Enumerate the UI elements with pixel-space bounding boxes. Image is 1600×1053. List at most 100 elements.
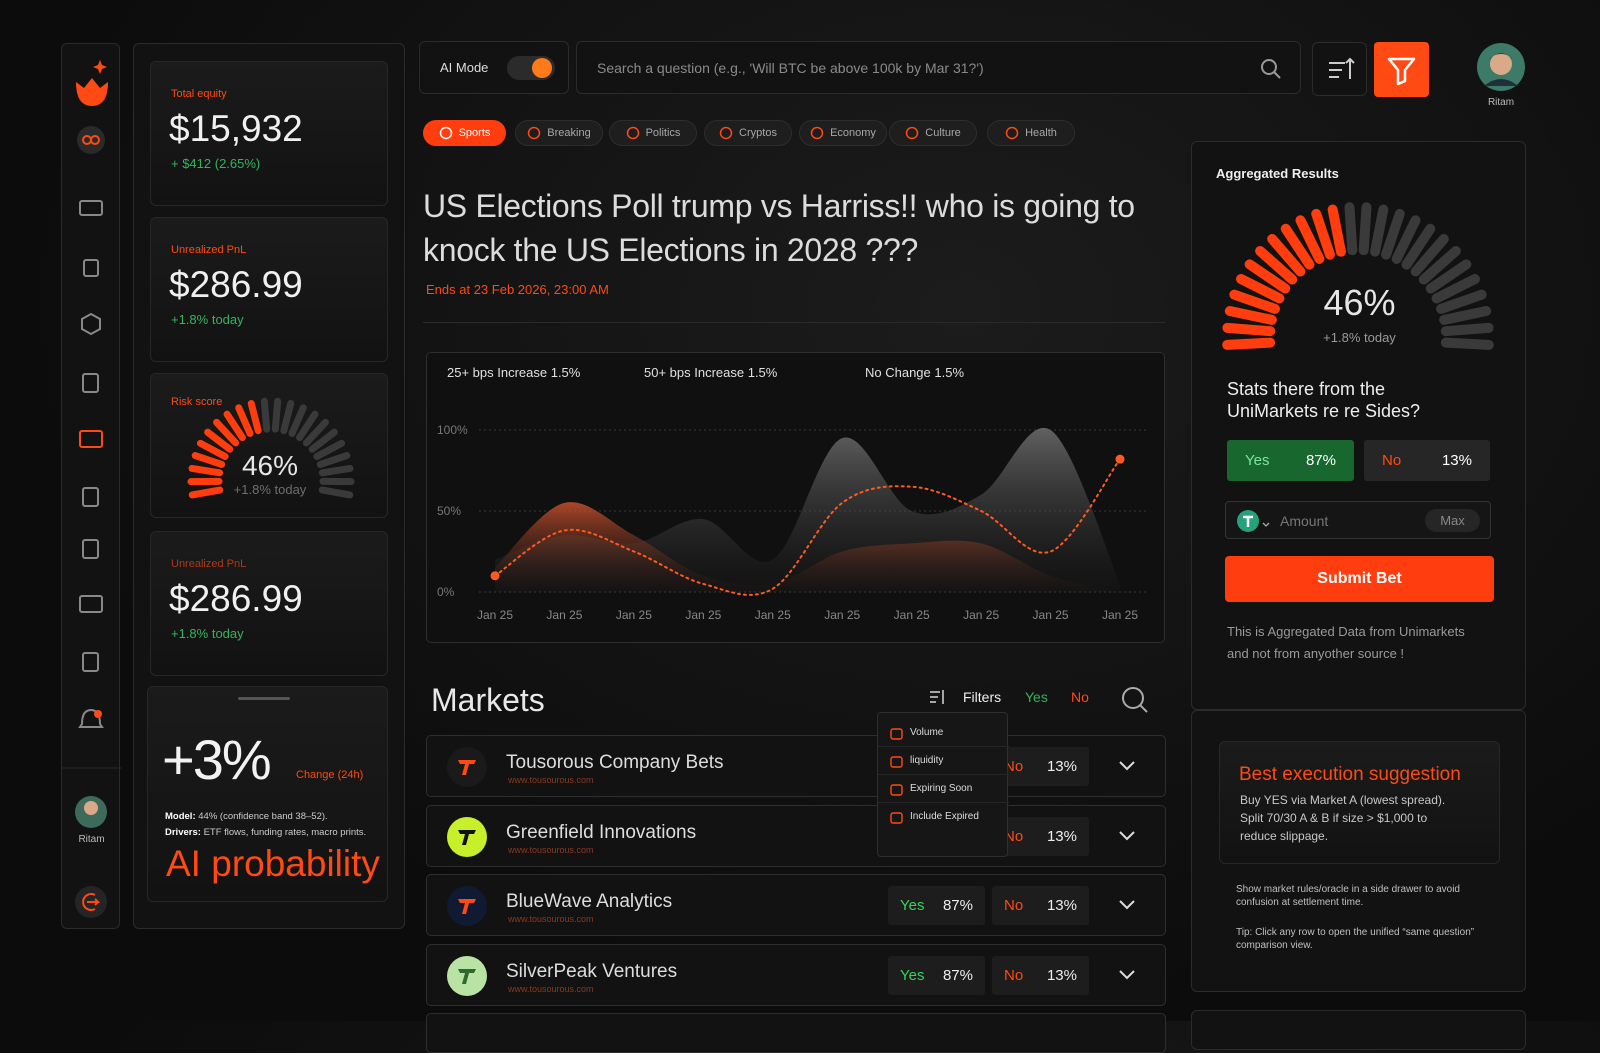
menu-icon-shape (891, 785, 902, 795)
sort-icon (1313, 43, 1368, 97)
submit-button[interactable]: Submit Bet (1225, 556, 1494, 602)
ai-drivers: Drivers: ETF flows, funding rates, macro… (165, 827, 390, 838)
nav-icon[interactable] (83, 374, 98, 392)
gauge-fill (1227, 209, 1341, 344)
filter-menu-item[interactable]: Expiring Soon (878, 777, 1009, 803)
category-tab[interactable]: Health (987, 120, 1075, 146)
ai-mode: AI Mode (419, 41, 569, 94)
tab-icon-shape (1007, 128, 1018, 139)
market-url: www.tousourous.com (508, 914, 594, 924)
ai-change-label: Change (24h) (296, 769, 363, 781)
category-tab[interactable]: Breaking (515, 120, 603, 146)
category-tab[interactable]: Culture (889, 120, 977, 146)
filter-menu-item[interactable]: liquidity (878, 749, 1009, 775)
x-tick-label: Jan 25 (1033, 608, 1069, 622)
nav-icon[interactable] (83, 488, 98, 506)
aggregated-note: This is Aggregated Data from Unimarkets … (1227, 621, 1487, 665)
sidebar-icons (62, 44, 121, 930)
amount-input[interactable]: Amount Max (1225, 501, 1491, 539)
no-value: 13% (1047, 758, 1077, 775)
markets-search[interactable] (1121, 686, 1149, 714)
sort-button[interactable] (1312, 42, 1367, 96)
market-row[interactable] (426, 1013, 1166, 1053)
logo[interactable] (76, 78, 108, 106)
filter-no[interactable]: No (1071, 689, 1089, 705)
top-user: Ritam (1476, 97, 1526, 108)
stat-value: 46% (151, 450, 389, 482)
filters-label[interactable]: Filters (963, 689, 1001, 705)
ai-title: AI probability (166, 843, 380, 885)
notification-dot (94, 710, 102, 718)
suggestion-note: Show market rules/oracle in a side drawe… (1236, 883, 1486, 909)
search-bar[interactable]: Search a question (e.g., 'Will BTC be ab… (576, 41, 1301, 94)
menu-icon (890, 755, 904, 769)
expand-chevron (1117, 828, 1137, 844)
stat-change: +1.8% today (151, 482, 389, 497)
chevron (1120, 832, 1134, 839)
gauge-segment (1350, 207, 1353, 250)
top-avatar[interactable] (1476, 42, 1526, 92)
yes-value: 87% (943, 967, 973, 984)
category-tab[interactable]: Cryptos (704, 120, 792, 146)
menu-label: liquidity (910, 755, 943, 766)
stat-card: Unrealized PnL$286.99+1.8% today (150, 531, 388, 676)
markets-title: Markets (431, 682, 545, 719)
yes-label: Yes (900, 897, 924, 914)
no-value: 13% (1442, 452, 1472, 469)
suggestion-card: Best execution suggestion Buy YES via Ma… (1219, 741, 1500, 864)
y-tick-label: 50% (437, 504, 461, 518)
filter-menu-item[interactable]: Include Expired (878, 805, 1009, 831)
nav-icon-active[interactable] (80, 431, 102, 447)
x-tick-label: Jan 25 (963, 608, 999, 622)
gauge-track (1350, 207, 1489, 345)
gauge-segment (284, 403, 291, 430)
category-tab[interactable]: Economy (799, 120, 887, 146)
menu-icon-shape (891, 813, 902, 823)
category-tab[interactable]: Sports (423, 120, 506, 146)
x-tick-label: Jan 25 (755, 608, 791, 622)
no-value: 13% (1047, 828, 1077, 845)
category-tab[interactable]: Politics (609, 120, 697, 146)
nav-icon[interactable] (80, 596, 102, 612)
filter-menu-item[interactable]: Volume (878, 721, 1009, 747)
nav-icon[interactable] (83, 540, 98, 558)
nav-icon[interactable] (83, 653, 98, 671)
tab-label: Breaking (547, 127, 590, 139)
tab-label: Politics (646, 127, 681, 139)
nav-icon[interactable] (80, 201, 102, 215)
ai-mode-toggle[interactable] (506, 55, 556, 81)
panel (1191, 1010, 1526, 1050)
expand-chevron (1117, 897, 1137, 913)
aggregated-panel: Aggregated Results 46% +1.8% today Stats… (1191, 141, 1526, 710)
stat-change: +1.8% today (171, 312, 244, 327)
nav-icon[interactable] (84, 260, 98, 276)
gauge-segment (251, 403, 258, 430)
x-tick-label: Jan 25 (616, 608, 652, 622)
filter-button[interactable] (1374, 42, 1429, 97)
tab-icon-shape (812, 128, 823, 139)
search-icon (1260, 58, 1282, 80)
menu-icon (890, 727, 904, 741)
sidebar-user: Ritam (62, 834, 121, 845)
tab-label: Culture (925, 127, 960, 139)
filters-icon (928, 688, 948, 706)
token-select[interactable] (1236, 509, 1272, 533)
filter-yes[interactable]: Yes (1025, 689, 1048, 705)
ai-handle (238, 697, 290, 700)
menu-label: Volume (910, 727, 943, 738)
legend-entry: 50+ bps Increase 1.5% (644, 365, 778, 380)
nav-icon[interactable] (82, 314, 100, 334)
legend-entry: 25+ bps Increase 1.5% (447, 365, 581, 380)
max-button[interactable]: Max (1425, 509, 1480, 532)
